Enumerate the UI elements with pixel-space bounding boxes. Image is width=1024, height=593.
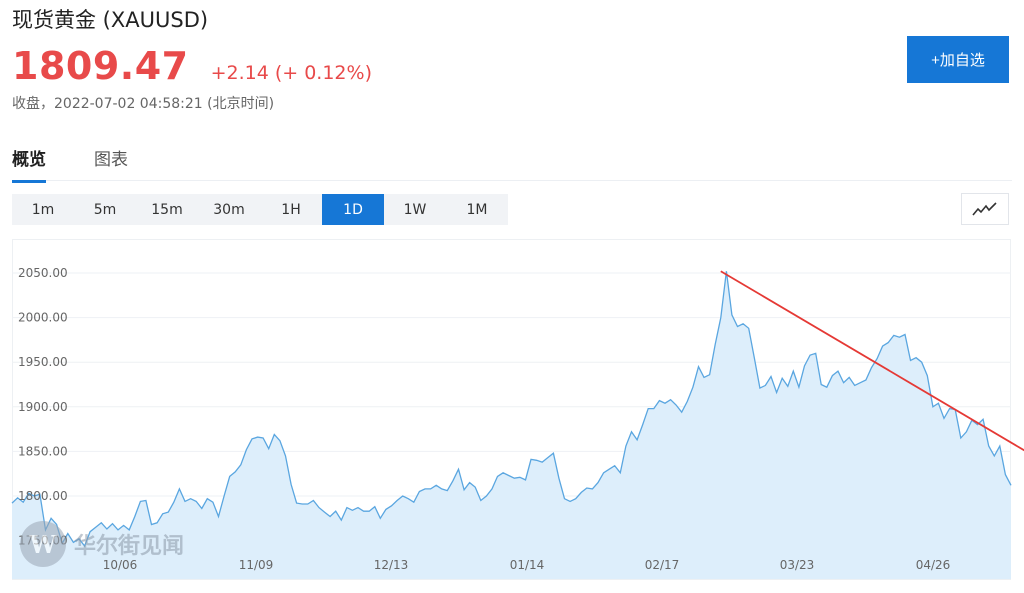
chart-type-button[interactable]: [961, 193, 1009, 225]
interval-1d-button[interactable]: 1D: [322, 194, 384, 225]
interval-15m-button[interactable]: 15m: [151, 201, 183, 218]
price-row: 1809.47 +2.14 (+ 0.12%): [12, 44, 372, 88]
interval-selector: 1m 5m 15m 30m 1H 1D 1W 1M: [12, 194, 508, 225]
add-to-watchlist-button[interactable]: +加自选: [907, 36, 1009, 83]
watermark-text: 华尔街见闻: [74, 533, 185, 559]
interval-1w-button[interactable]: 1W: [403, 201, 427, 218]
watermark-logo: W: [20, 521, 66, 567]
tab-chart[interactable]: 图表: [94, 150, 128, 170]
price-change: +2.14 (+ 0.12%): [210, 62, 372, 84]
interval-1month-button[interactable]: 1M: [466, 201, 488, 218]
instrument-title: 现货黄金 (XAUUSD): [12, 8, 209, 32]
interval-30m-button[interactable]: 30m: [213, 201, 245, 218]
interval-1h-button[interactable]: 1H: [281, 201, 301, 218]
line-chart-icon: [972, 202, 997, 216]
last-price: 1809.47: [12, 44, 189, 88]
watermark: W 华尔街见闻: [20, 521, 184, 567]
interval-5m-button[interactable]: 5m: [93, 201, 117, 218]
tab-bar: 概览 图表: [12, 140, 1012, 183]
market-status: 收盘，2022-07-02 04:58:21 (北京时间): [12, 96, 275, 112]
tab-overview[interactable]: 概览: [12, 145, 46, 183]
interval-1m-button[interactable]: 1m: [31, 201, 55, 218]
